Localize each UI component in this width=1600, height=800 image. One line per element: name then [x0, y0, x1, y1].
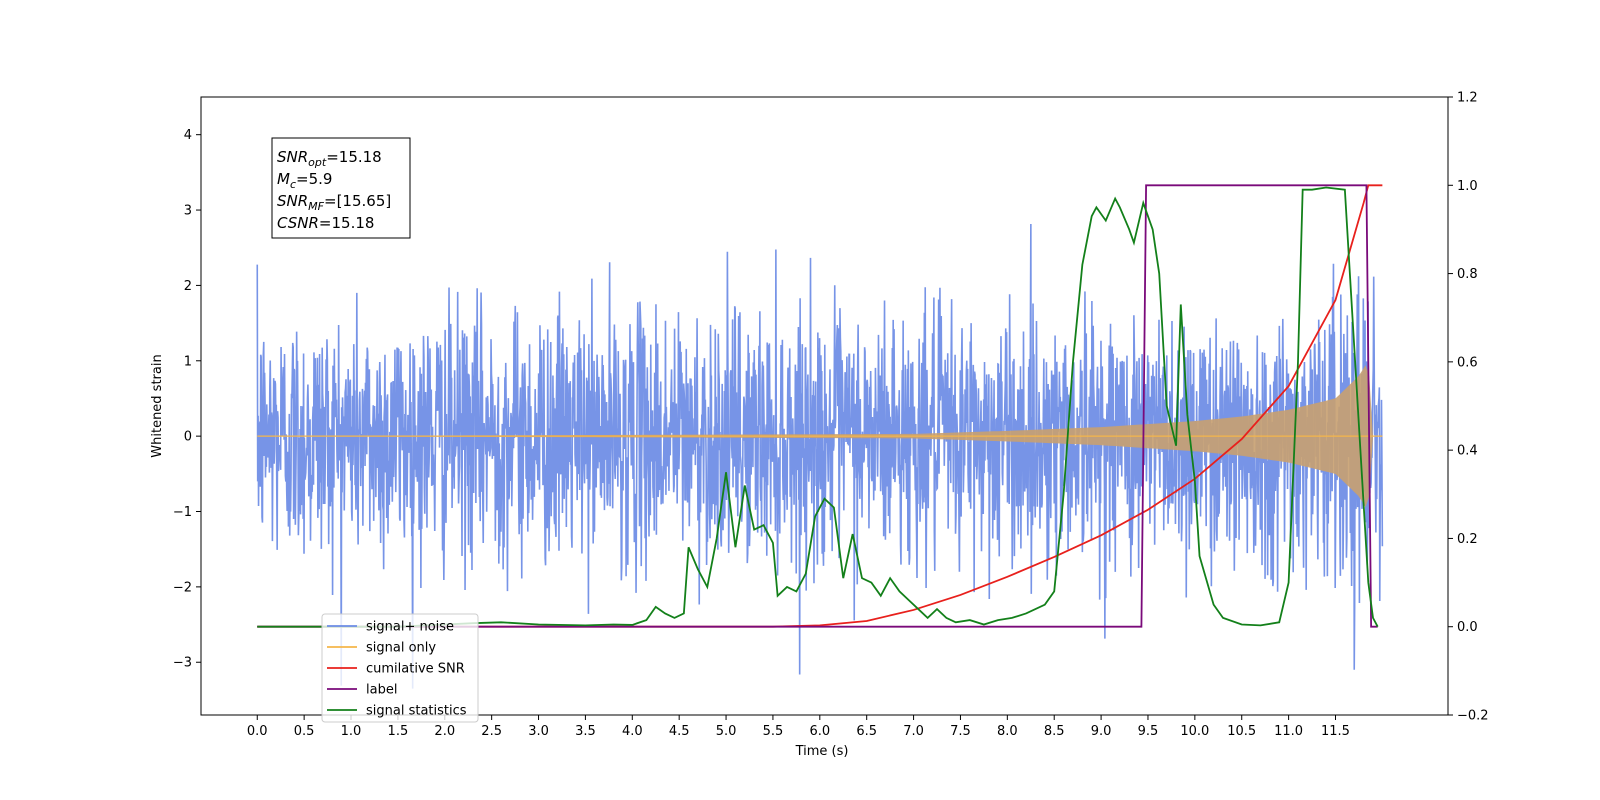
legend-frame [321, 613, 479, 723]
legend-label: signal statistics [366, 704, 467, 719]
plot-frame [200, 96, 1449, 716]
x-tick-label: 5.0 [716, 724, 737, 739]
series-label [257, 184, 1378, 628]
x-tick-label: 0.5 [294, 724, 315, 739]
y-tick-label: 2 [184, 279, 192, 294]
x-tick-label: 1.0 [341, 724, 362, 739]
x-tick-label: 10.0 [1180, 724, 1209, 739]
y-tick-label: 0 [184, 430, 192, 445]
series-signal-statistics [257, 186, 1379, 628]
x-tick-label: 4.0 [622, 724, 643, 739]
x-tick-label: 9.5 [1138, 724, 1159, 739]
x-tick-label: 4.5 [669, 724, 690, 739]
annotation-line-mc: Mc=5.9 [277, 170, 332, 191]
y-tick-label: 4 [184, 128, 192, 143]
annotation-line-snr-mf: SNRMF=[15.65] [277, 192, 391, 213]
y-tick-label: 3 [184, 204, 192, 219]
x-tick-label: 6.5 [856, 724, 877, 739]
legend-label: signal only [366, 641, 436, 656]
legend-label: label [366, 683, 397, 698]
x-tick-label: 0.0 [247, 724, 268, 739]
y2-tick-label: −0.2 [1457, 709, 1489, 724]
x-tick-label: 2.5 [481, 724, 502, 739]
annotation-frame [271, 137, 411, 239]
legend-label: signal+ noise [366, 620, 454, 635]
x-tick-label: 11.5 [1321, 724, 1350, 739]
x-tick-label: 9.0 [1091, 724, 1112, 739]
y-tick-label: −3 [173, 656, 192, 671]
annotation-line-snr-opt: SNRopt=15.18 [277, 148, 382, 169]
x-tick-label: 8.5 [1044, 724, 1065, 739]
x-tick-label: 2.0 [434, 724, 455, 739]
x-tick-label: 6.0 [809, 724, 830, 739]
y-tick-label: 1 [184, 354, 192, 369]
x-tick-label: 10.5 [1227, 724, 1256, 739]
y2-tick-label: 1.0 [1457, 179, 1478, 194]
annotation-line-csnr: CSNR=15.18 [277, 214, 374, 232]
y2-tick-label: 0.4 [1457, 444, 1478, 459]
y2-tick-label: 0.8 [1457, 267, 1478, 282]
y-tick-label: −1 [173, 505, 192, 520]
y-axis-label: Whitened strain [150, 354, 165, 457]
y-tick-label: −2 [173, 580, 192, 595]
legend-label: cumilative SNR [366, 662, 465, 677]
annotation-box: SNRopt=15.18 Mc=5.9 SNRMF=[15.65] CSNR=1… [271, 137, 411, 239]
x-tick-label: 7.0 [903, 724, 924, 739]
legend: signal+ noise signal only cumilative SNR la… [321, 613, 479, 723]
x-axis-label: Time (s) [795, 744, 849, 759]
x-tick-label: 1.5 [388, 724, 409, 739]
y2-tick-label: 1.2 [1457, 91, 1478, 106]
x-tick-label: 8.0 [997, 724, 1018, 739]
x-tick-label: 3.5 [575, 724, 596, 739]
y2-tick-label: 0.2 [1457, 532, 1478, 547]
x-tick-label: 7.5 [950, 724, 971, 739]
x-tick-label: 5.5 [763, 724, 784, 739]
y2-tick-label: 0.0 [1457, 620, 1478, 635]
series-cumulative-snr [257, 184, 1383, 628]
x-tick-label: 11.0 [1274, 724, 1303, 739]
y2-tick-label: 0.6 [1457, 355, 1478, 370]
x-tick-label: 3.0 [528, 724, 549, 739]
